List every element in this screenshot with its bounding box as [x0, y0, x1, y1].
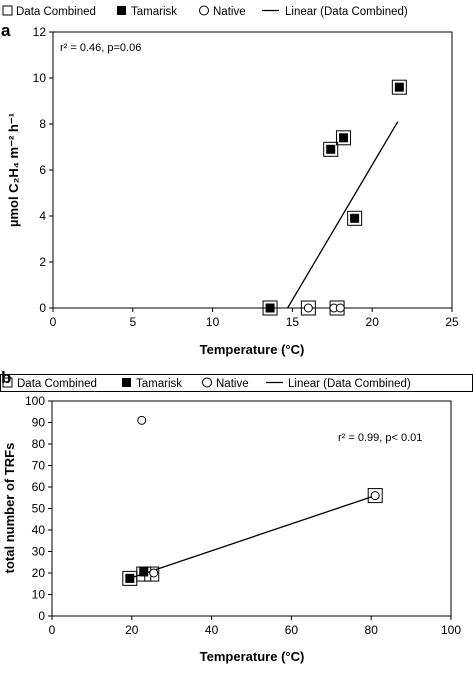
y-tick-label-a: 0 — [39, 301, 46, 315]
panel-label-a: a — [1, 21, 11, 40]
trendline-a — [287, 121, 399, 309]
y-tick-label-b: 50 — [32, 502, 46, 516]
y-tick-label-b: 30 — [32, 545, 46, 559]
x-tick-label-a: 10 — [206, 315, 220, 329]
y-tick-label-b: 60 — [32, 480, 46, 494]
point-data-combined-a — [262, 300, 278, 316]
point-data-combined-b — [367, 488, 383, 504]
point-data-combined-a — [323, 141, 339, 157]
legend-label-linear: Linear (Data Combined) — [285, 6, 408, 18]
chart-panel-a: Data Combined Tamarisk Native Linear (Da… — [1, 5, 459, 357]
legend-label-tamarisk: Tamarisk — [136, 378, 182, 390]
point-data-combined-a — [335, 130, 351, 146]
chart-b-svg: Data Combined Tamarisk Native Linear (Da… — [0, 368, 473, 664]
y-tick-label-b: 100 — [25, 394, 45, 408]
x-axis-label-b: Temperature (°C) — [200, 649, 305, 664]
x-tick-label-b: 80 — [365, 623, 379, 637]
point-tamarisk-a — [265, 303, 275, 313]
y-tick-label-a: 10 — [33, 71, 47, 85]
legend-a: Data Combined Tamarisk Native Linear (Da… — [2, 5, 408, 18]
legend-b: Data Combined Tamarisk Native Linear (Da… — [2, 377, 411, 390]
y-tick-label-b: 90 — [32, 416, 46, 430]
y-tick-label-a: 4 — [39, 209, 46, 223]
point-data-combined-a — [391, 79, 407, 95]
annotation-a: r² = 0.46, p=0.06 — [60, 42, 141, 54]
y-tick-label-a: 8 — [39, 117, 46, 131]
x-axis-label-a: Temperature (°C) — [200, 342, 305, 357]
legend-swatch-filled-square — [117, 6, 126, 15]
chart-a-svg: Data Combined Tamarisk Native Linear (Da… — [1, 5, 459, 357]
x-tick-label-a: 5 — [129, 315, 136, 329]
legend-label-data-combined: Data Combined — [16, 6, 96, 18]
point-tamarisk-b — [125, 573, 135, 583]
y-tick-label-b: 20 — [32, 566, 46, 580]
x-tick-label-a: 20 — [366, 315, 380, 329]
y-tick-label-b: 0 — [38, 609, 45, 623]
legend-swatch-open-square — [2, 377, 13, 388]
point-native-a — [303, 303, 313, 313]
y-tick-label-b: 70 — [32, 459, 46, 473]
legend-label-linear: Linear (Data Combined) — [288, 378, 411, 390]
x-tick-label-b: 100 — [441, 623, 461, 637]
point-tamarisk-a — [326, 144, 336, 154]
point-tamarisk-a — [338, 133, 348, 143]
y-tick-label-b: 40 — [32, 523, 46, 537]
point-native-a — [335, 303, 345, 313]
y-tick-label-a: 12 — [33, 25, 47, 39]
legend-swatch-filled-square — [122, 378, 131, 387]
y-tick-label-b: 80 — [32, 437, 46, 451]
chart-panel-b: Data Combined Tamarisk Native Linear (Da… — [0, 365, 474, 684]
y-axis-label-b: total number of TRFs — [2, 443, 17, 574]
plot-frame-a — [52, 31, 453, 309]
point-native-b — [149, 568, 159, 578]
y-tick-label-a: 6 — [39, 163, 46, 177]
point-data-combined-a — [300, 300, 316, 316]
point-tamarisk-a — [394, 82, 404, 92]
y-tick-label-b: 10 — [32, 588, 46, 602]
x-tick-label-b: 60 — [285, 623, 299, 637]
x-tick-label-a: 0 — [50, 315, 57, 329]
point-native-b — [370, 491, 380, 501]
x-tick-label-b: 20 — [125, 623, 139, 637]
legend-label-native: Native — [216, 378, 249, 390]
point-native-b — [137, 415, 147, 425]
x-tick-label-b: 0 — [49, 623, 56, 637]
legend-swatch-open-square — [2, 5, 13, 16]
legend-swatch-open-circle — [199, 5, 209, 16]
y-tick-label-a: 2 — [39, 255, 46, 269]
x-tick-label-a: 25 — [445, 315, 459, 329]
legend-swatch-open-circle — [202, 377, 212, 388]
trendline-b — [129, 494, 376, 579]
annotation-b: r² = 0.99, p< 0.01 — [338, 432, 422, 444]
panel-label-b: b — [1, 368, 11, 387]
point-tamarisk-a — [350, 213, 360, 223]
legend-label-native: Native — [213, 6, 246, 18]
x-tick-label-b: 40 — [205, 623, 219, 637]
x-tick-label-a: 15 — [286, 315, 300, 329]
point-data-combined-a — [347, 210, 363, 226]
legend-label-data-combined: Data Combined — [17, 378, 97, 390]
y-axis-label-a: µmol C₂H₄ m⁻² h⁻¹ — [6, 113, 21, 227]
point-tamarisk-b — [139, 567, 149, 577]
legend-label-tamarisk: Tamarisk — [131, 6, 177, 18]
legend-frame-b — [0, 374, 473, 392]
